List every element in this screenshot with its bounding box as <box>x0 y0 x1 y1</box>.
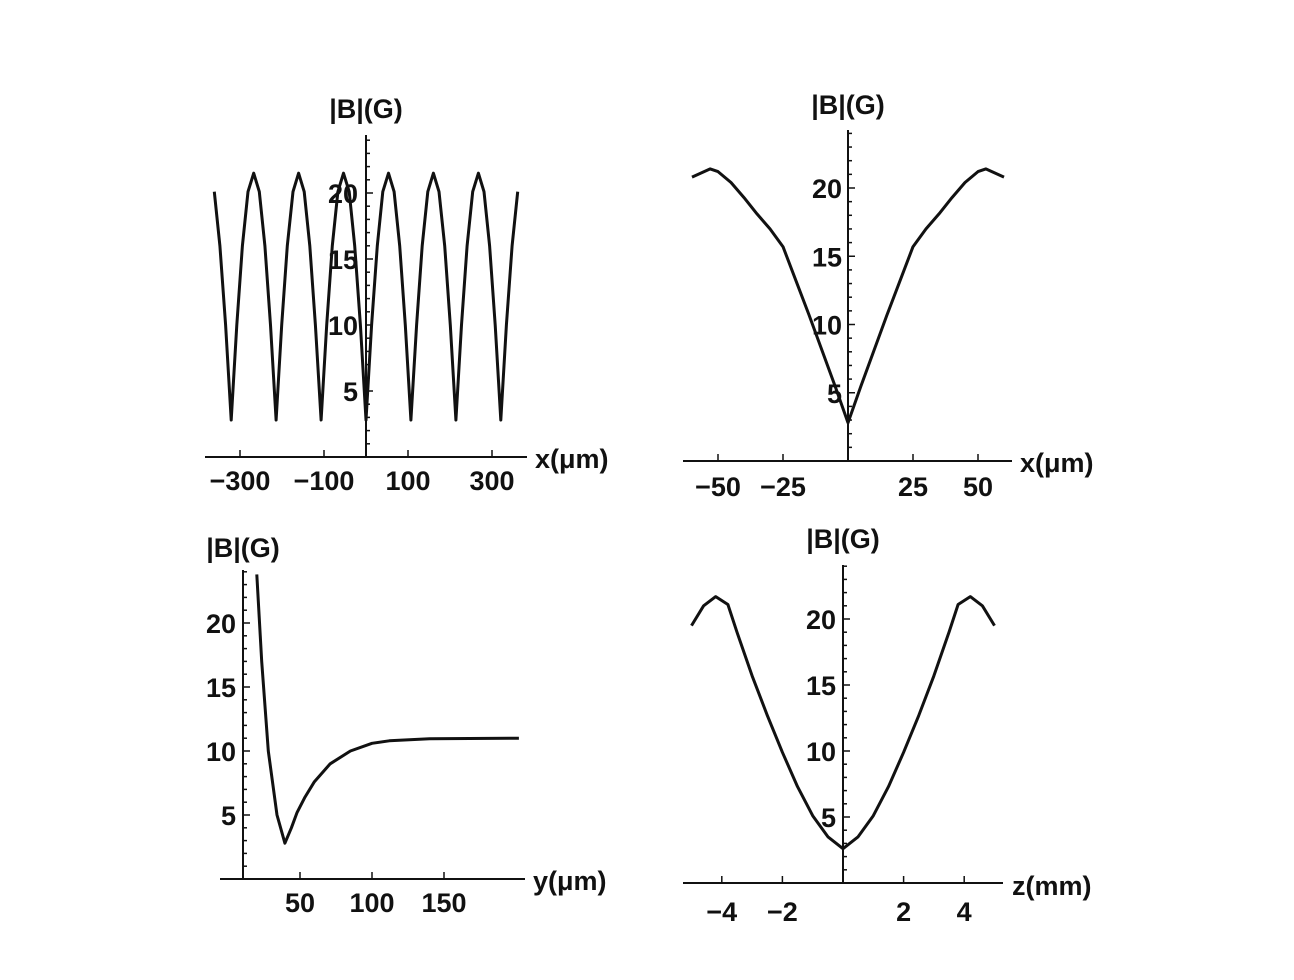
panel-4-x-tick-label: −4 <box>706 897 737 927</box>
panel-3-y-axis-label: |B|(G) <box>206 533 280 563</box>
panel-1-y-axis-label: |B|(G) <box>329 94 403 124</box>
panel-3-x-tick-label: 50 <box>285 888 315 918</box>
panel-4-x-axis-label: z(mm) <box>1012 871 1092 901</box>
panel-3-y-tick-label: 5 <box>221 801 236 831</box>
panel-4-x-tick-label: 2 <box>896 897 911 927</box>
panel-4-y-axis-label: |B|(G) <box>806 524 880 554</box>
panel-1-y-tick-label: 5 <box>343 377 358 407</box>
panel-3-x-tick-label: 100 <box>349 888 394 918</box>
panel-3-series-line <box>255 574 519 845</box>
panel-4-y-tick-label: 15 <box>806 671 836 701</box>
panel-4-x-tick-label: −2 <box>767 897 798 927</box>
panel-3-y-tick-label: 15 <box>206 673 236 703</box>
panel-1-y-tick-label: 10 <box>328 311 358 341</box>
panel-2-y-tick-label: 5 <box>827 379 842 409</box>
panel-4-y-tick-label: 20 <box>806 605 836 635</box>
panel-2-x-tick-label: −50 <box>695 472 741 502</box>
panel-3-x-tick-label: 150 <box>421 888 466 918</box>
panel-2-y-tick-label: 10 <box>812 311 842 341</box>
panel-2-y-axis-label: |B|(G) <box>811 90 885 120</box>
panel-2-y-tick-label: 20 <box>812 174 842 204</box>
panel-2-series-line <box>691 167 1005 425</box>
panel-1-x-axis-label: x(μm) <box>535 444 609 474</box>
panel-4-y-tick-label: 10 <box>806 737 836 767</box>
panel-3-y-tick-label: 10 <box>206 737 236 767</box>
panel-2-x-tick-label: 50 <box>963 472 993 502</box>
panel-2-x-tick-label: −25 <box>760 472 806 502</box>
panel-4-x-tick-label: 4 <box>957 897 972 927</box>
panel-2-x-axis-label: x(μm) <box>1020 448 1094 478</box>
panel-1-y-tick-label: 20 <box>328 179 358 209</box>
panel-1-x-tick-label: 300 <box>469 466 514 496</box>
panel-3-x-axis-label: y(μm) <box>533 866 607 896</box>
panel-4-series-line <box>690 595 996 851</box>
panel-1-x-tick-label: −300 <box>210 466 271 496</box>
panel-1-series-line <box>212 171 520 422</box>
panel-3-y-tick-label: 20 <box>206 609 236 639</box>
panel-1-x-tick-label: −100 <box>294 466 355 496</box>
panel-2-x-tick-label: 25 <box>898 472 928 502</box>
panel-2-y-tick-label: 15 <box>812 242 842 272</box>
panel-1-y-tick-label: 15 <box>328 245 358 275</box>
panel-1-x-tick-label: 100 <box>385 466 430 496</box>
panel-4-y-tick-label: 5 <box>821 803 836 833</box>
